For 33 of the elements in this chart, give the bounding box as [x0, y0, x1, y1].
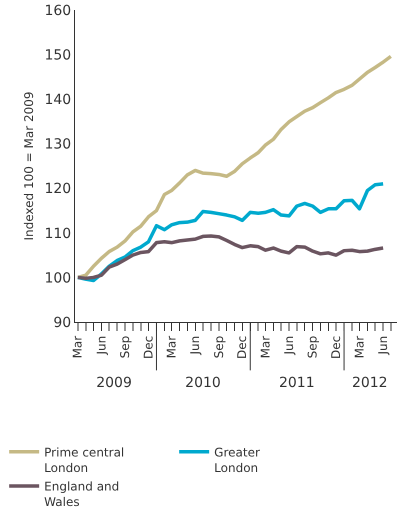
- x-tick-label: Sep: [212, 336, 226, 358]
- x2-tick-label: 2012: [352, 375, 388, 391]
- y-tick-label: 110: [44, 226, 72, 242]
- x-tick-label: Dec: [235, 336, 250, 360]
- y-axis-title: Indexed 100 = Mar 2009: [22, 91, 36, 241]
- x-tick-label: Dec: [141, 336, 156, 360]
- x-tick-label: Mar: [164, 336, 179, 358]
- x-tick-label: Jun: [376, 336, 390, 356]
- y-tick-label: 90: [53, 314, 72, 331]
- x2-tick-label: 2009: [96, 375, 132, 391]
- x2-tick-label: 2010: [185, 375, 221, 391]
- legend-label: Greater London: [214, 445, 260, 476]
- x-tick-label: Mar: [70, 336, 85, 358]
- x2-tick-label: 2011: [278, 375, 315, 391]
- y-tick-label: 100: [44, 270, 72, 286]
- y-tick-label: 150: [44, 47, 72, 64]
- x-tick-label: Dec: [328, 336, 343, 360]
- line-series: [76, 182, 385, 282]
- line-series: [76, 54, 393, 280]
- x-tick-label: Jun: [188, 336, 202, 356]
- legend-label: Prime central London: [44, 445, 124, 476]
- x-tick-label: Mar: [258, 336, 272, 358]
- x-tick-label: Sep: [306, 336, 320, 358]
- legend-label: England and Wales: [44, 480, 120, 510]
- x-tick-label: Sep: [118, 336, 132, 358]
- y-tick-label: 130: [44, 136, 72, 153]
- x-tick-label: Mar: [352, 336, 366, 358]
- y-tick-label: 140: [44, 92, 72, 108]
- line-series: [76, 234, 385, 280]
- x-tick-label: Jun: [94, 336, 108, 356]
- y-tick-label: 160: [44, 2, 72, 19]
- y-tick-label: 120: [44, 181, 72, 198]
- x-tick-label: Jun: [282, 336, 296, 356]
